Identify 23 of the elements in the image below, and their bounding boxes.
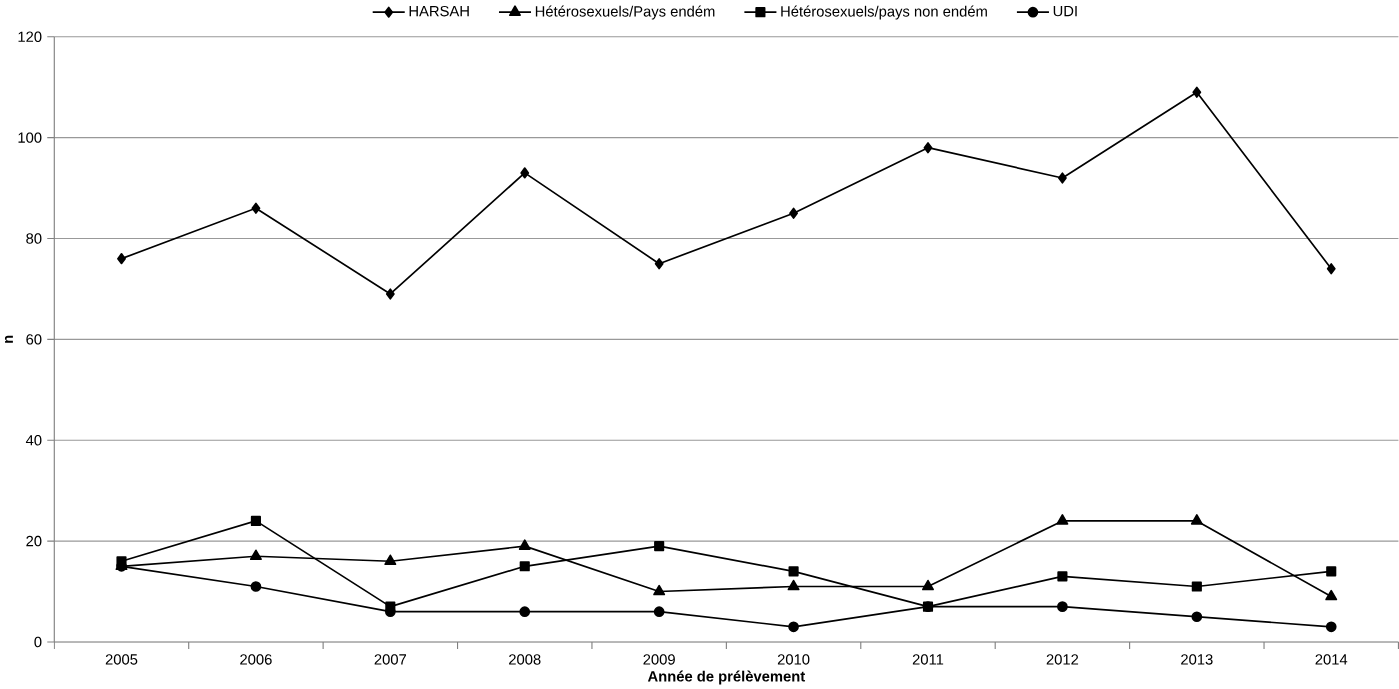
legend-label: Hétérosexuels/pays non endém — [781, 5, 987, 20]
x-tick-label: 2008 — [509, 654, 541, 665]
x-tick-label: 2010 — [777, 654, 810, 665]
x-tick-label: 2014 — [1315, 654, 1348, 665]
x-tick-label: 2005 — [105, 654, 138, 665]
y-tick-label: 100 — [18, 132, 42, 143]
x-tick-label: 2009 — [643, 654, 675, 665]
y-tick-label: 60 — [26, 333, 42, 345]
x-tick-label: 2012 — [1046, 654, 1079, 665]
legend-label: UDI — [1053, 5, 1077, 17]
y-tick-label: 80 — [26, 233, 42, 244]
x-axis-title: Année de prélèvement — [647, 670, 806, 685]
y-tick-label: 120 — [18, 31, 42, 42]
x-tick-label: 2007 — [374, 654, 407, 665]
y-tick-label: 40 — [25, 434, 42, 446]
legend-label: HARSAH — [409, 5, 469, 17]
x-tick-label: 2006 — [240, 654, 272, 665]
y-tick-label: 0 — [34, 636, 42, 647]
y-axis-title: n — [4, 335, 13, 343]
x-tick-label: 2011 — [912, 654, 944, 665]
x-tick-label: 2013 — [1181, 654, 1213, 665]
legend-label: Hétérosexuels/Pays endém — [535, 5, 715, 20]
y-tick-label: 20 — [26, 535, 42, 547]
